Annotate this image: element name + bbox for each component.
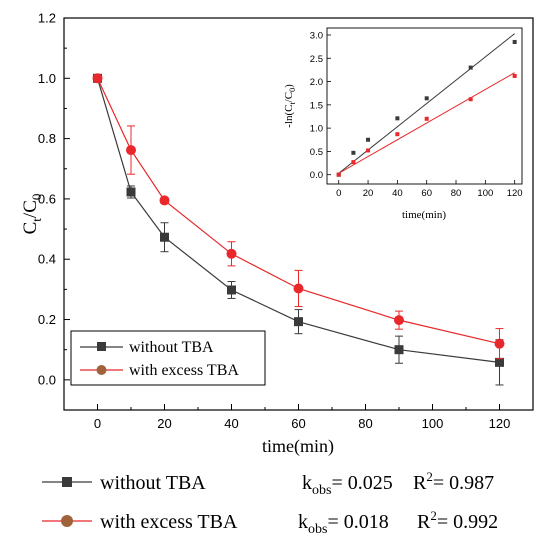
data-point: [495, 357, 504, 367]
inset-data-point: [468, 65, 473, 70]
bottom-legend-r2-without-tba: R2= 0.987: [413, 469, 494, 494]
inset-data-point: [424, 116, 429, 121]
x-tick-label: 120: [489, 416, 511, 431]
inset-data-point: [424, 96, 429, 101]
inset-x-tick-label: 40: [392, 188, 403, 199]
inset-y-tick-label: 1.5: [310, 100, 323, 111]
inset-series-with-excess-tba: [336, 72, 517, 177]
inset-data-point: [468, 97, 473, 102]
bottom-legend-kobs-without-tba: kobs= 0.025: [302, 472, 393, 498]
bottom-legend-marker-with-tba: [61, 515, 73, 527]
inset-x-tick-label: 60: [421, 188, 432, 199]
y-tick-label: 0.2: [38, 312, 56, 327]
main-legend: without TBA with excess TBA: [70, 330, 266, 386]
bottom-legend-label-without-tba: without TBA: [100, 472, 206, 494]
main-y-axis: 0.0 0.2 0.4 0.6 0.8 1.0 1.2: [38, 11, 70, 387]
x-tick-label: 40: [224, 416, 238, 431]
bottom-legend-marker-without-tba: [62, 477, 72, 487]
data-point: [394, 345, 404, 355]
data-point: [494, 338, 505, 349]
inset-y-tick-label: 1.0: [310, 124, 323, 135]
inset-y-tick-label: 2.5: [310, 54, 323, 65]
inset-x-tick-label: 120: [507, 188, 523, 199]
data-point: [227, 285, 236, 295]
inset-series-group: [336, 33, 517, 177]
inset-y-tick-label: 0.5: [310, 147, 323, 158]
legend-label-without-tba: without TBA: [129, 339, 214, 356]
inset-data-point: [395, 132, 400, 137]
inset-x-tick-label: 80: [451, 188, 462, 199]
x-tick-label: 60: [291, 416, 305, 431]
x-tick-label: 20: [157, 416, 171, 431]
legend-marker-with-tba: [96, 365, 107, 375]
legend-label-with-tba: with excess TBA: [129, 362, 239, 379]
inset-y-axis-label: -ln(Ct/C0): [283, 84, 297, 128]
inset-x-tick-label: 100: [477, 188, 493, 199]
inset-x-tick-label: 20: [363, 188, 374, 199]
y-tick-label: 0.0: [38, 372, 56, 387]
data-point: [294, 317, 303, 327]
legend-marker-without-tba: [97, 342, 106, 351]
data-point: [126, 145, 136, 156]
inset-data-point: [395, 116, 400, 121]
y-tick-label: 1.2: [38, 11, 56, 26]
inset-x-axis-label: time(min): [402, 209, 446, 221]
x-tick-label: 0: [94, 416, 101, 431]
inset-data-point: [512, 39, 517, 44]
main-x-axis-label: time(min): [262, 436, 334, 457]
bottom-legend-label-with-tba: with excess TBA: [100, 511, 238, 533]
inset-fit-line: [338, 72, 515, 174]
inset-data-point: [366, 148, 371, 153]
x-tick-label: 80: [358, 416, 372, 431]
inset-data-point: [336, 172, 341, 177]
bottom-legend-r2-with-tba: R2= 0.992: [417, 508, 498, 533]
main-series-group: [92, 73, 505, 386]
inset-x-axis: 0 20 40 60 80 100 120: [336, 180, 523, 199]
data-point: [159, 195, 170, 206]
x-tick-label: 100: [422, 416, 444, 431]
series-with-excess-tba: [92, 73, 505, 360]
data-point: [160, 232, 169, 242]
main-legend-box: [70, 330, 266, 386]
inset-plot-frame: [326, 27, 523, 185]
inset-data-point: [351, 160, 356, 165]
data-point: [92, 73, 103, 84]
y-tick-label: 0.8: [38, 131, 56, 146]
inset-y-tick-label: 0.0: [310, 170, 323, 181]
y-tick-label: 0.4: [38, 252, 56, 267]
inset-y-axis: 0.0 0.5 1.0 1.5 2.0 2.5 3.0: [310, 30, 331, 181]
bottom-legend-kobs-with-tba: kobs= 0.018: [298, 511, 389, 537]
y-tick-label: 1.0: [38, 71, 56, 86]
main-y-axis-label: Ct/C0: [20, 194, 44, 235]
inset-data-point: [366, 137, 371, 142]
data-point: [293, 283, 304, 294]
bottom-legend: without TBA kobs= 0.025 R2= 0.987 with e…: [42, 469, 498, 537]
data-point: [394, 315, 404, 326]
y-tick-label: 0.6: [38, 191, 56, 206]
inset-y-tick-label: 2.0: [310, 77, 323, 88]
inset-x-tick-label: 0: [336, 188, 341, 199]
inset-data-point: [512, 73, 517, 78]
inset-y-tick-label: 3.0: [310, 30, 323, 41]
data-point: [126, 187, 136, 197]
data-point: [226, 248, 237, 259]
inset-data-point: [351, 150, 356, 155]
main-x-axis: 0 20 40 60 80 100 120: [94, 404, 510, 431]
